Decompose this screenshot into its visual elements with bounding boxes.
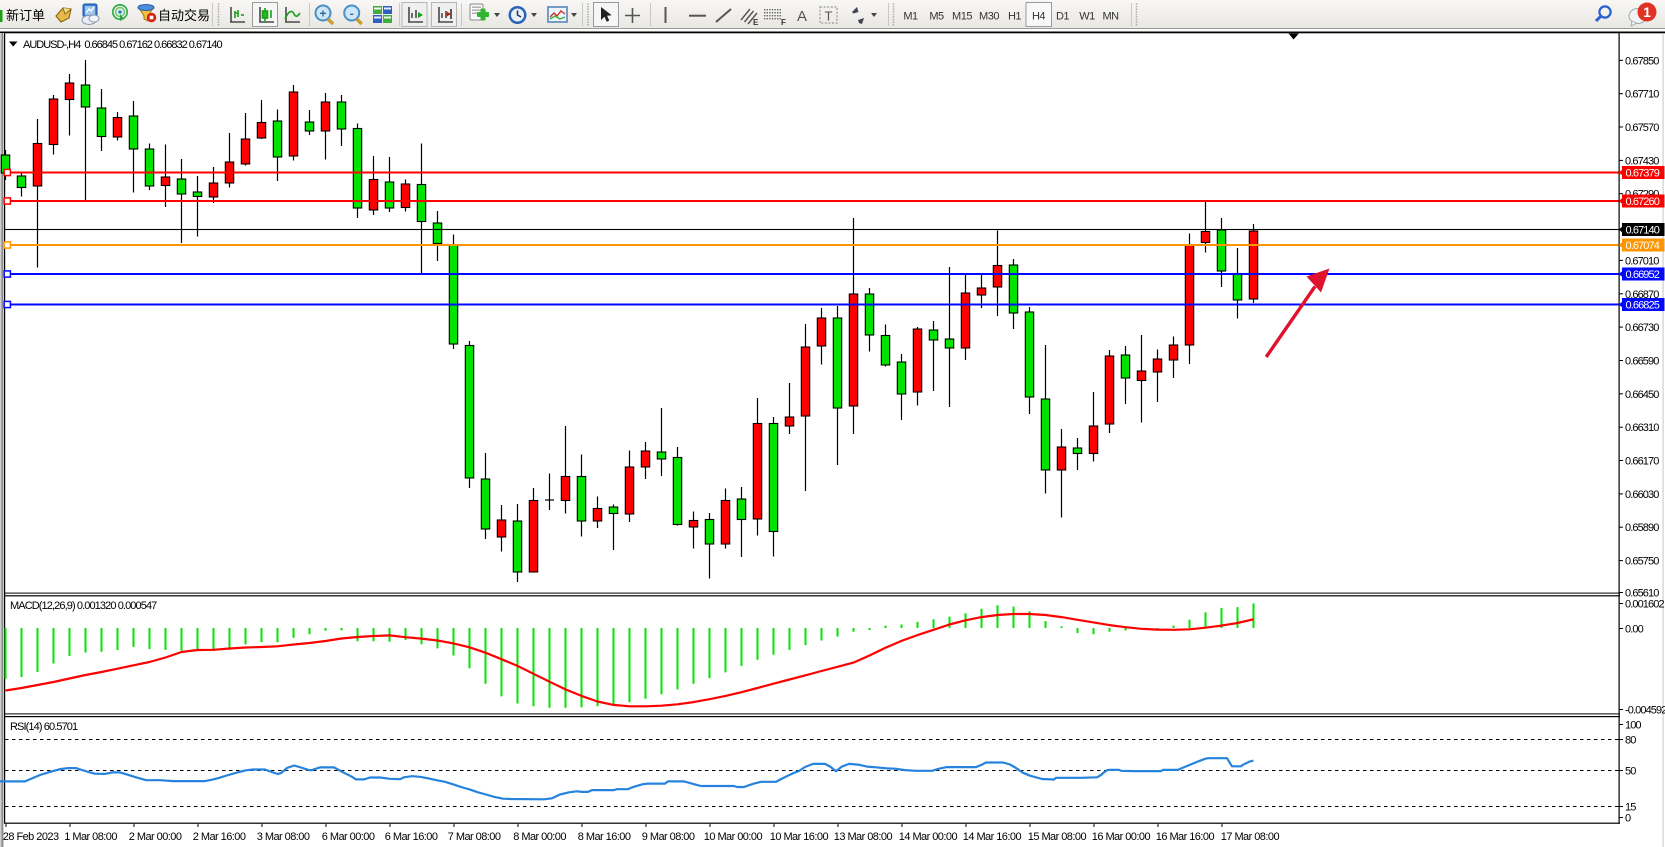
svg-text:1: 1: [1643, 4, 1651, 20]
svg-text:10 Mar 00:00: 10 Mar 00:00: [704, 831, 763, 843]
svg-text:0.67010: 0.67010: [1625, 255, 1659, 267]
svg-text:50: 50: [1625, 766, 1636, 778]
svg-text:28 Feb 2023: 28 Feb 2023: [3, 831, 59, 843]
svg-text:2 Mar 16:00: 2 Mar 16:00: [193, 831, 246, 843]
svg-text:0.66310: 0.66310: [1625, 422, 1659, 434]
svg-text:0.65890: 0.65890: [1625, 522, 1659, 534]
svg-text:0.67379: 0.67379: [1626, 168, 1660, 180]
svg-text:0.67710: 0.67710: [1625, 89, 1659, 101]
svg-text:MACD(12,26,9) 0.001320 0.00054: MACD(12,26,9) 0.001320 0.000547: [10, 600, 157, 612]
svg-text:15: 15: [1625, 802, 1636, 814]
svg-text:AUDUSD-,H4 0.66845 0.67162 0.: AUDUSD-,H4 0.66845 0.67162 0.66832 0.671…: [23, 39, 222, 51]
svg-text:0.66590: 0.66590: [1625, 356, 1659, 368]
svg-text:2 Mar 00:00: 2 Mar 00:00: [129, 831, 182, 843]
svg-text:17 Mar 08:00: 17 Mar 08:00: [1221, 831, 1280, 843]
svg-text:9 Mar 08:00: 9 Mar 08:00: [642, 831, 695, 843]
svg-text:6 Mar 16:00: 6 Mar 16:00: [385, 831, 438, 843]
svg-text:1 Mar 08:00: 1 Mar 08:00: [64, 831, 117, 843]
svg-text:M30: M30: [979, 11, 999, 23]
svg-text:0.65610: 0.65610: [1625, 588, 1659, 600]
svg-text:15 Mar 08:00: 15 Mar 08:00: [1028, 831, 1087, 843]
svg-text:A: A: [797, 8, 807, 25]
svg-text:RSI(14) 60.5701: RSI(14) 60.5701: [10, 721, 78, 733]
svg-text:0.67260: 0.67260: [1626, 196, 1660, 208]
svg-text:-0.004592: -0.004592: [1625, 705, 1665, 717]
svg-text:M15: M15: [952, 11, 972, 23]
svg-text:H1: H1: [1008, 11, 1021, 23]
svg-text:自动交易: 自动交易: [158, 8, 210, 23]
svg-text:0.00: 0.00: [1625, 624, 1644, 636]
svg-text:8 Mar 16:00: 8 Mar 16:00: [578, 831, 631, 843]
svg-text:0.67430: 0.67430: [1625, 155, 1659, 167]
svg-text:0.65750: 0.65750: [1625, 556, 1659, 568]
svg-text:0.67140: 0.67140: [1626, 225, 1660, 237]
svg-text:0.66825: 0.66825: [1626, 300, 1660, 312]
svg-text:新订单: 新订单: [6, 8, 45, 23]
svg-text:0: 0: [1625, 813, 1631, 825]
svg-text:6 Mar 00:00: 6 Mar 00:00: [322, 831, 375, 843]
svg-text:8 Mar 00:00: 8 Mar 00:00: [513, 831, 566, 843]
svg-text:0.66030: 0.66030: [1625, 489, 1659, 501]
svg-text:H4: H4: [1032, 11, 1045, 23]
svg-text:0.66450: 0.66450: [1625, 389, 1659, 401]
svg-text:0.66170: 0.66170: [1625, 456, 1659, 468]
svg-text:80: 80: [1625, 735, 1636, 747]
svg-text:0.001602: 0.001602: [1625, 599, 1664, 611]
svg-text:0.66730: 0.66730: [1625, 322, 1659, 334]
svg-text:0.67850: 0.67850: [1625, 55, 1659, 67]
svg-text:16 Mar 16:00: 16 Mar 16:00: [1156, 831, 1215, 843]
svg-text:13 Mar 08:00: 13 Mar 08:00: [834, 831, 893, 843]
svg-text:100: 100: [1625, 720, 1641, 732]
svg-text:M1: M1: [903, 11, 918, 23]
svg-text:F: F: [781, 18, 786, 27]
svg-text:MN: MN: [1102, 11, 1119, 23]
svg-text:0.67570: 0.67570: [1625, 122, 1659, 134]
svg-text:W1: W1: [1079, 11, 1095, 23]
svg-text:D1: D1: [1056, 11, 1069, 23]
svg-text:E: E: [753, 18, 759, 27]
svg-text:+: +: [319, 7, 326, 21]
svg-text:7 Mar 08:00: 7 Mar 08:00: [448, 831, 501, 843]
svg-text:14 Mar 16:00: 14 Mar 16:00: [963, 831, 1022, 843]
svg-text:3 Mar 08:00: 3 Mar 08:00: [257, 831, 310, 843]
svg-text:0.67074: 0.67074: [1626, 240, 1660, 252]
svg-text:-: -: [350, 7, 354, 21]
svg-text:M5: M5: [929, 11, 944, 23]
svg-text:0.66870: 0.66870: [1625, 289, 1659, 301]
svg-text:16 Mar 00:00: 16 Mar 00:00: [1092, 831, 1151, 843]
svg-text:10 Mar 16:00: 10 Mar 16:00: [770, 831, 829, 843]
svg-text:14 Mar 00:00: 14 Mar 00:00: [899, 831, 958, 843]
svg-text:T: T: [825, 9, 833, 24]
svg-text:0.66952: 0.66952: [1626, 269, 1660, 281]
